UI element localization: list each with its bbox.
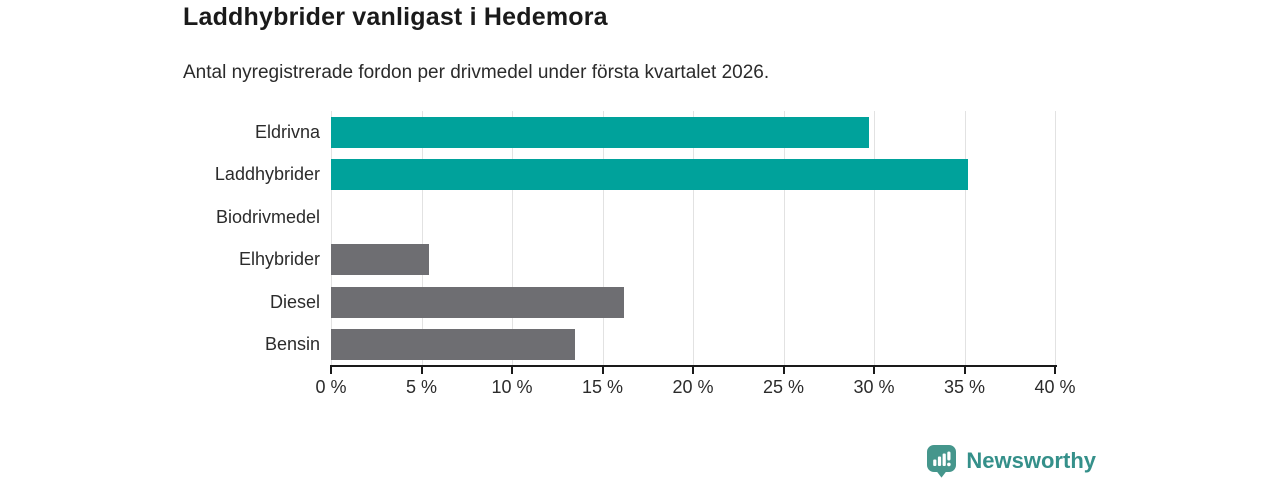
x-axis-tick: [873, 365, 875, 374]
category-label-laddhybrider: Laddhybrider: [214, 164, 320, 185]
x-axis-tick-label: 40 %: [1034, 377, 1076, 397]
x-axis-line: [331, 365, 1057, 367]
gridline: [693, 111, 694, 366]
gridline: [783, 111, 785, 366]
x-axis-tick-label: 35 %: [943, 377, 986, 397]
category-axis-labels: Eldrivna Laddhybrider Biodrivmedel Elhybrid…: [0, 111, 320, 366]
gridline: [602, 111, 604, 366]
chart-subtitle: Antal nyregistrerade fordon per drivmede…: [183, 62, 770, 83]
gridline: [1055, 111, 1056, 366]
x-axis: 0 % 5 % 10 % 15 % 20 % 25 % 30 % 35 % 40 %: [315, 365, 1076, 405]
bar-elhybrider: [331, 244, 429, 276]
x-axis-tick-label: 20 %: [672, 377, 714, 397]
chart-title: Laddhybrider vanligast i Hedemora: [183, 3, 608, 31]
brand-name: Newsworthy: [966, 448, 1096, 473]
x-axis-tick: [1054, 365, 1056, 374]
x-axis-tick-label: 10 %: [491, 377, 533, 397]
x-axis-tick: [782, 365, 785, 374]
category-label-eldrivna: Eldrivna: [254, 121, 320, 142]
x-axis-tick: [692, 365, 694, 374]
bar-eldrivna: [331, 116, 869, 148]
x-axis-tick: [330, 365, 332, 374]
gridline: [874, 111, 875, 366]
category-label-biodrivmedel: Biodrivmedel: [215, 206, 320, 227]
bar-laddhybrider: [331, 159, 969, 191]
gridline: [512, 111, 513, 366]
x-axis-tick-label: 0 %: [315, 377, 347, 397]
category-label-diesel: Diesel: [269, 291, 320, 312]
gridline: [421, 111, 423, 366]
x-axis-tick: [601, 365, 604, 374]
gridline: [331, 111, 332, 366]
plot-area: [331, 111, 1056, 366]
x-axis-tick-label: 25 %: [762, 377, 805, 397]
category-label-elhybrider: Elhybrider: [238, 249, 320, 270]
x-axis-tick: [963, 365, 966, 374]
category-label-bensin: Bensin: [264, 334, 320, 355]
gridline: [964, 111, 966, 366]
bar-bensin: [331, 329, 576, 361]
bar-diesel: [331, 286, 625, 318]
brand-footer: Newsworthy: [926, 444, 1096, 478]
x-axis-tick: [420, 365, 423, 374]
newsworthy-logo-icon: [927, 445, 957, 478]
x-axis-tick-label: 5 %: [405, 377, 438, 397]
x-axis-tick: [511, 365, 513, 374]
x-axis-tick-label: 30 %: [853, 377, 895, 397]
x-axis-tick-label: 15 %: [581, 377, 624, 397]
